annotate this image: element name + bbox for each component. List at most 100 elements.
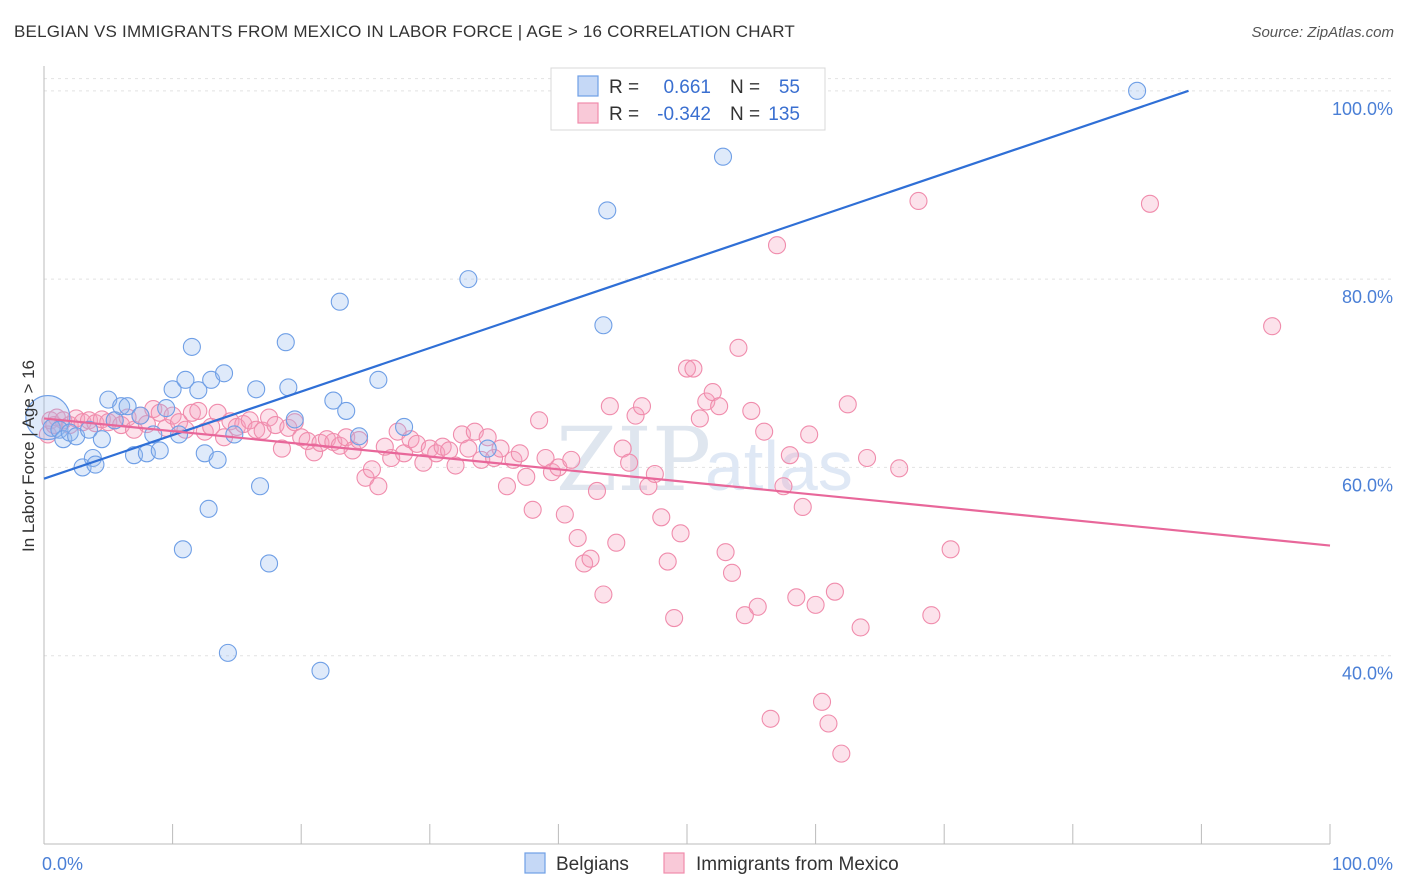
point-belgians-21 <box>163 380 182 399</box>
point-mexico-106 <box>710 397 729 416</box>
point-mexico-88 <box>594 585 613 604</box>
legend-n-label-1: N = <box>730 77 760 98</box>
point-mexico-134 <box>1263 317 1282 336</box>
point-belgians-32 <box>218 643 237 662</box>
point-belgians-42 <box>330 292 349 311</box>
trend-line-mexico <box>43 417 1331 547</box>
legend-r-value-2: -0.342 <box>657 104 711 125</box>
point-mexico-99 <box>665 608 684 628</box>
point-mexico-78 <box>530 411 549 430</box>
y-tick-label-1: 60.0% <box>1342 475 1393 495</box>
bottom-legend: Belgians Immigrants from Mexico <box>524 852 899 875</box>
point-mexico-130 <box>909 191 928 211</box>
point-belgians-53 <box>713 147 733 166</box>
point-mexico-75 <box>510 444 529 463</box>
point-mexico-65 <box>446 456 465 475</box>
point-belgians-26 <box>189 381 208 400</box>
y-tick-label-2: 80.0% <box>1342 287 1393 307</box>
point-mexico-118 <box>787 588 806 607</box>
point-belgians-41 <box>324 391 343 410</box>
legend-n-label-2: N = <box>730 104 760 125</box>
chart-source: Source: ZipAtlas.com <box>1251 24 1394 41</box>
point-mexico-102 <box>684 359 703 378</box>
point-mexico-77 <box>523 500 542 519</box>
point-mexico-83 <box>562 450 581 469</box>
point-belgians-30 <box>208 450 227 469</box>
point-mexico-92 <box>620 453 639 472</box>
point-mexico-111 <box>742 401 761 420</box>
point-mexico-93 <box>626 406 645 425</box>
point-mexico-124 <box>825 582 844 601</box>
x-tick-label-0: 0.0% <box>42 854 83 874</box>
point-mexico-110 <box>735 606 754 625</box>
point-belgians-14 <box>118 397 137 416</box>
point-mexico-90 <box>607 533 626 552</box>
point-mexico-103 <box>690 409 709 428</box>
legend-r-label-2: R = <box>609 104 639 125</box>
point-mexico-25 <box>189 401 208 420</box>
point-mexico-89 <box>600 397 619 416</box>
y-tick-labels: 40.0% 60.0% 80.0% 100.0% <box>1332 99 1393 684</box>
point-belgians-40 <box>311 661 330 680</box>
point-belgians-54 <box>1128 81 1147 100</box>
point-belgians-46 <box>395 417 414 436</box>
point-mexico-126 <box>838 395 857 414</box>
chart-title: BELGIAN VS IMMIGRANTS FROM MEXICO IN LAB… <box>14 22 796 41</box>
point-mexico-98 <box>658 552 677 571</box>
point-mexico-94 <box>632 397 652 416</box>
x-tick-label-1: 100.0% <box>1332 854 1393 874</box>
point-mexico-109 <box>729 338 748 357</box>
point-mexico-120 <box>800 425 819 444</box>
point-mexico-133 <box>1140 194 1160 213</box>
point-mexico-21 <box>163 406 182 425</box>
point-mexico-121 <box>806 595 825 614</box>
point-mexico-122 <box>812 692 832 711</box>
point-mexico-53 <box>369 477 388 496</box>
point-mexico-129 <box>890 459 909 478</box>
point-mexico-108 <box>722 563 742 582</box>
point-mexico-43 <box>305 443 324 462</box>
point-mexico-128 <box>857 448 877 468</box>
point-mexico-84 <box>568 528 587 548</box>
watermark-zip: ZIP <box>556 408 711 511</box>
bottom-legend-swatch-mexico <box>663 852 685 874</box>
watermark: ZIP atlas <box>556 408 853 511</box>
point-mexico-24 <box>182 403 201 422</box>
point-belgians-44 <box>350 427 369 446</box>
point-belgians-37 <box>276 333 295 352</box>
legend-box: R = 0.661 N = 55 R = -0.342 N = 135 <box>550 67 826 131</box>
point-belgians-49 <box>594 316 613 335</box>
point-belgians-0 <box>25 394 71 441</box>
grid-lines <box>44 78 1394 657</box>
point-mexico-132 <box>941 540 960 559</box>
point-belgians-45 <box>369 370 388 389</box>
y-tick-label-3: 100.0% <box>1332 99 1393 119</box>
point-belgians-13 <box>112 397 131 416</box>
legend-swatch-mexico <box>577 102 599 124</box>
point-mexico-112 <box>748 597 767 616</box>
point-belgians-19 <box>150 441 169 460</box>
point-belgians-16 <box>131 406 150 425</box>
legend-n-value-1: 55 <box>779 77 800 98</box>
point-mexico-123 <box>819 714 838 733</box>
point-mexico-107 <box>716 543 735 562</box>
series-belgians-points <box>25 74 1147 680</box>
point-mexico-97 <box>652 508 671 527</box>
point-mexico-76 <box>517 467 536 486</box>
point-mexico-82 <box>555 505 574 524</box>
point-belgians-7 <box>79 420 99 439</box>
point-mexico-125 <box>832 744 851 763</box>
y-tick-label-0: 40.0% <box>1342 664 1393 684</box>
legend-r-value-1: 0.661 <box>663 77 711 98</box>
point-belgians-33 <box>225 425 244 444</box>
point-mexico-114 <box>761 709 780 728</box>
bottom-legend-label-belgians: Belgians <box>556 854 629 875</box>
point-mexico-52 <box>362 460 381 479</box>
point-belgians-24 <box>176 370 195 389</box>
point-mexico-72 <box>491 439 510 458</box>
point-mexico-119 <box>793 497 812 517</box>
point-belgians-28 <box>199 499 218 518</box>
legend-n-value-2: 135 <box>768 104 800 125</box>
legend-r-label-1: R = <box>609 77 639 98</box>
